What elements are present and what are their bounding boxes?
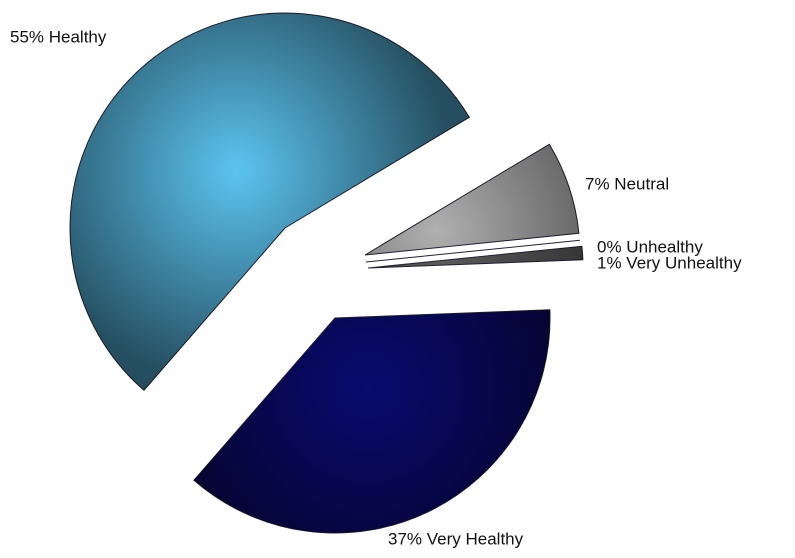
pie-slice-shade (365, 144, 579, 255)
data-label: 1% Very Unhealthy (597, 253, 742, 272)
pie-slice (365, 239, 580, 263)
pie-slice-shade (193, 309, 550, 534)
pie-slice-shade (69, 12, 470, 391)
data-label: 0% Unhealthy (597, 237, 703, 256)
pie-slice-group (193, 309, 551, 534)
pie-slice-group (364, 143, 580, 256)
data-label: 7% Neutral (585, 174, 669, 193)
pie-slice-group (367, 245, 584, 269)
pie-slice-group (69, 12, 470, 391)
pie-slice-shade (368, 246, 583, 268)
pie-slice-group (365, 239, 580, 263)
data-label: 55% Healthy (10, 27, 107, 46)
data-label: 37% Very Healthy (388, 529, 524, 548)
